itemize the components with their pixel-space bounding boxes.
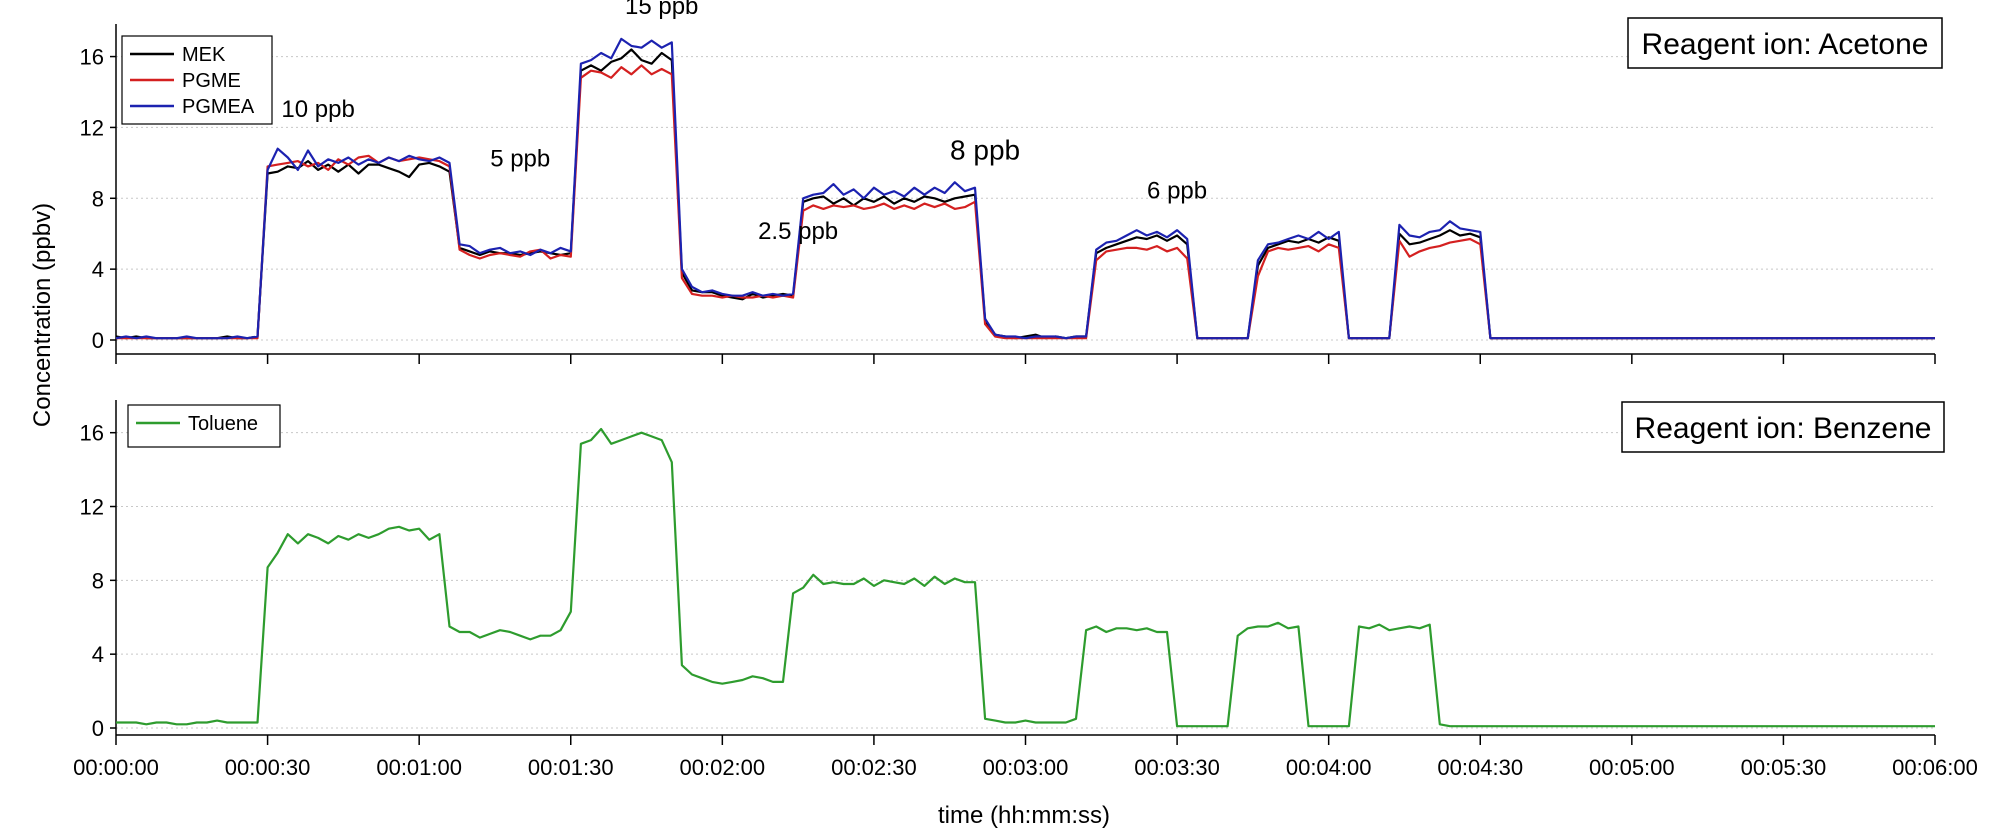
y-tick-label: 0	[92, 328, 104, 353]
y-tick-label: 12	[80, 115, 104, 140]
y-tick-label: 16	[80, 45, 104, 70]
y-tick-label: 16	[80, 421, 104, 446]
panel-label-box	[1627, 17, 1943, 69]
legend-label: PGME	[182, 70, 241, 92]
panel-label: Reagent ion: Acetone	[1642, 28, 1929, 61]
x-tick-label: 00:00:00	[73, 755, 159, 780]
x-tick-label: 00:06:00	[1892, 755, 1978, 780]
series-line-mek	[115, 48, 1935, 340]
x-tick-label: 00:00:30	[225, 755, 311, 780]
x-tick-label: 00:03:30	[1134, 755, 1220, 780]
y-tick-label: 4	[92, 257, 104, 282]
series-line-toluene	[116, 427, 1935, 728]
legend-label: PGMEA	[182, 96, 255, 118]
y-tick-label: 12	[80, 495, 104, 520]
annotation: 10 ppb	[281, 96, 354, 123]
annotation: 5 ppb	[490, 145, 550, 172]
y-axis-title: Concentration (ppbv)	[29, 203, 56, 427]
x-tick-label: 00:02:30	[831, 755, 917, 780]
x-axis-title: time (hh:mm:ss)	[938, 802, 1110, 829]
panel-label: Reagent ion: Benzene	[1635, 412, 1932, 445]
x-tick-label: 00:04:30	[1437, 755, 1523, 780]
panel-1: 0 4 8 12 16 MEK PGME PGMEA Reagent ion: Acetone 1…	[80, 0, 1943, 364]
x-tick-label: 00:01:30	[528, 755, 614, 780]
series-line-pgme	[116, 64, 1935, 340]
x-tick-label: 00:05:30	[1741, 755, 1827, 780]
y-tick-label: 8	[92, 186, 104, 211]
x-tick-label: 00:02:00	[680, 755, 766, 780]
y-tick-label: 8	[92, 568, 104, 593]
panel-label-box	[1621, 401, 1945, 453]
annotation: 2.5 ppb	[758, 218, 838, 245]
annotation: 6 ppb	[1147, 177, 1207, 204]
x-tick-label: 00:04:00	[1286, 755, 1372, 780]
y-tick-label: 4	[92, 642, 104, 667]
x-tick-label: 00:03:00	[983, 755, 1069, 780]
legend	[127, 404, 281, 448]
y-tick-label: 0	[92, 716, 104, 741]
series-line-pgmea	[115, 37, 1935, 340]
annotation: 8 ppb	[950, 134, 1020, 165]
panel-2: 0 4 8 12 16 Toluene Reagent ion: Benzene 00:00:…	[73, 400, 1978, 780]
legend-label: Toluene	[188, 413, 258, 435]
x-tick-label: 00:05:00	[1589, 755, 1675, 780]
annotation: 15 ppb	[625, 0, 698, 20]
x-tick-label: 00:01:00	[376, 755, 462, 780]
legend-label: MEK	[182, 44, 226, 66]
